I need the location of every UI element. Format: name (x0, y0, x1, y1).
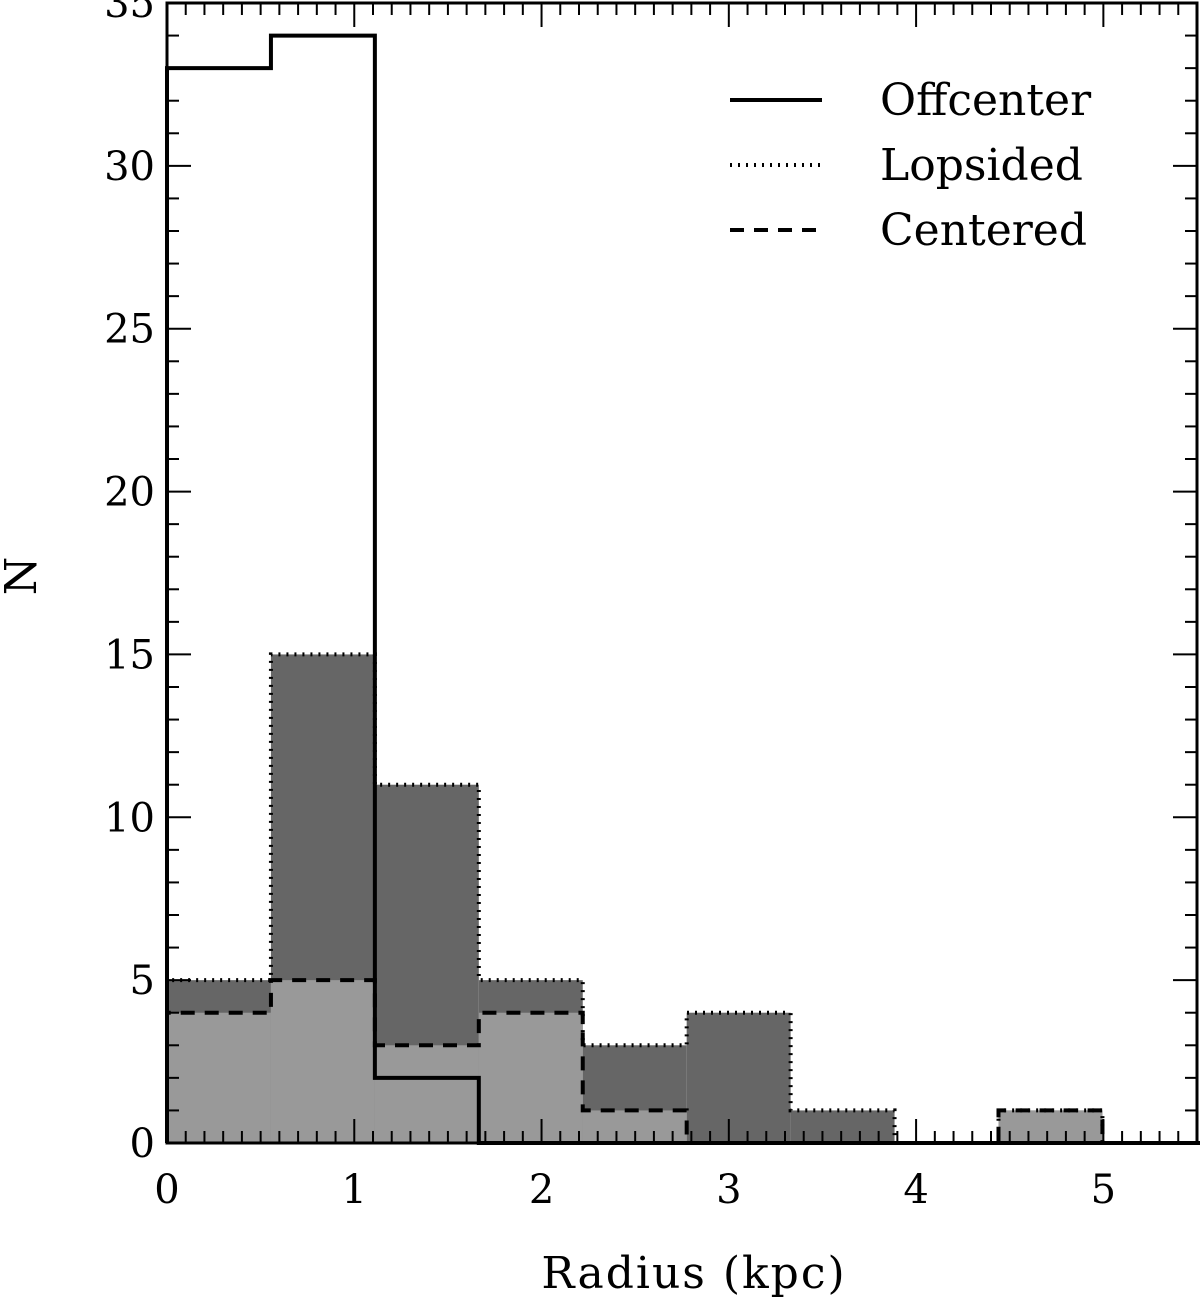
y-tick-label: 30 (104, 144, 155, 190)
histogram-fills (167, 654, 1103, 1143)
bar-centered-8 (998, 1110, 1103, 1143)
y-axis-label: N (0, 555, 47, 596)
series-line-centered (165, 978, 1200, 1145)
y-tick-label: 25 (104, 307, 155, 353)
plot-frame (165, 1, 1199, 1145)
y-tick-label: 20 (104, 470, 155, 516)
legend: Offcenter Lopsided Centered (730, 75, 1092, 256)
y-axis-title: N (0, 555, 47, 596)
y-tick-label: 35 (104, 0, 155, 27)
bar-centered-1 (270, 980, 375, 1143)
bar-centered-0 (167, 1012, 271, 1143)
axis-ticks: 0 1 2 3 4 5 0 5 10 15 20 25 30 35 (104, 0, 1198, 1213)
bar-lopsided-6 (790, 1110, 895, 1143)
y-tick-label: 10 (104, 795, 155, 841)
x-tick-label: 1 (342, 1167, 367, 1213)
x-tick-label: 4 (903, 1167, 928, 1213)
x-tick-label: 0 (154, 1167, 179, 1213)
x-tick-label: 5 (1091, 1167, 1116, 1213)
y-tick-label: 15 (104, 632, 155, 678)
x-tick-label: 2 (529, 1167, 554, 1213)
x-tick-label: 3 (716, 1167, 741, 1213)
y-tick-label: 5 (130, 958, 155, 1004)
legend-label-centered: Centered (880, 205, 1087, 256)
y-tick-label: 0 (130, 1121, 155, 1167)
legend-label-lopsided: Lopsided (880, 140, 1083, 191)
x-axis-label: Radius (kpc) (541, 1248, 846, 1299)
bar-centered-3 (478, 1012, 583, 1143)
bar-centered-2 (374, 1045, 479, 1143)
bar-lopsided-5 (686, 1012, 791, 1143)
legend-label-offcenter: Offcenter (880, 75, 1092, 126)
